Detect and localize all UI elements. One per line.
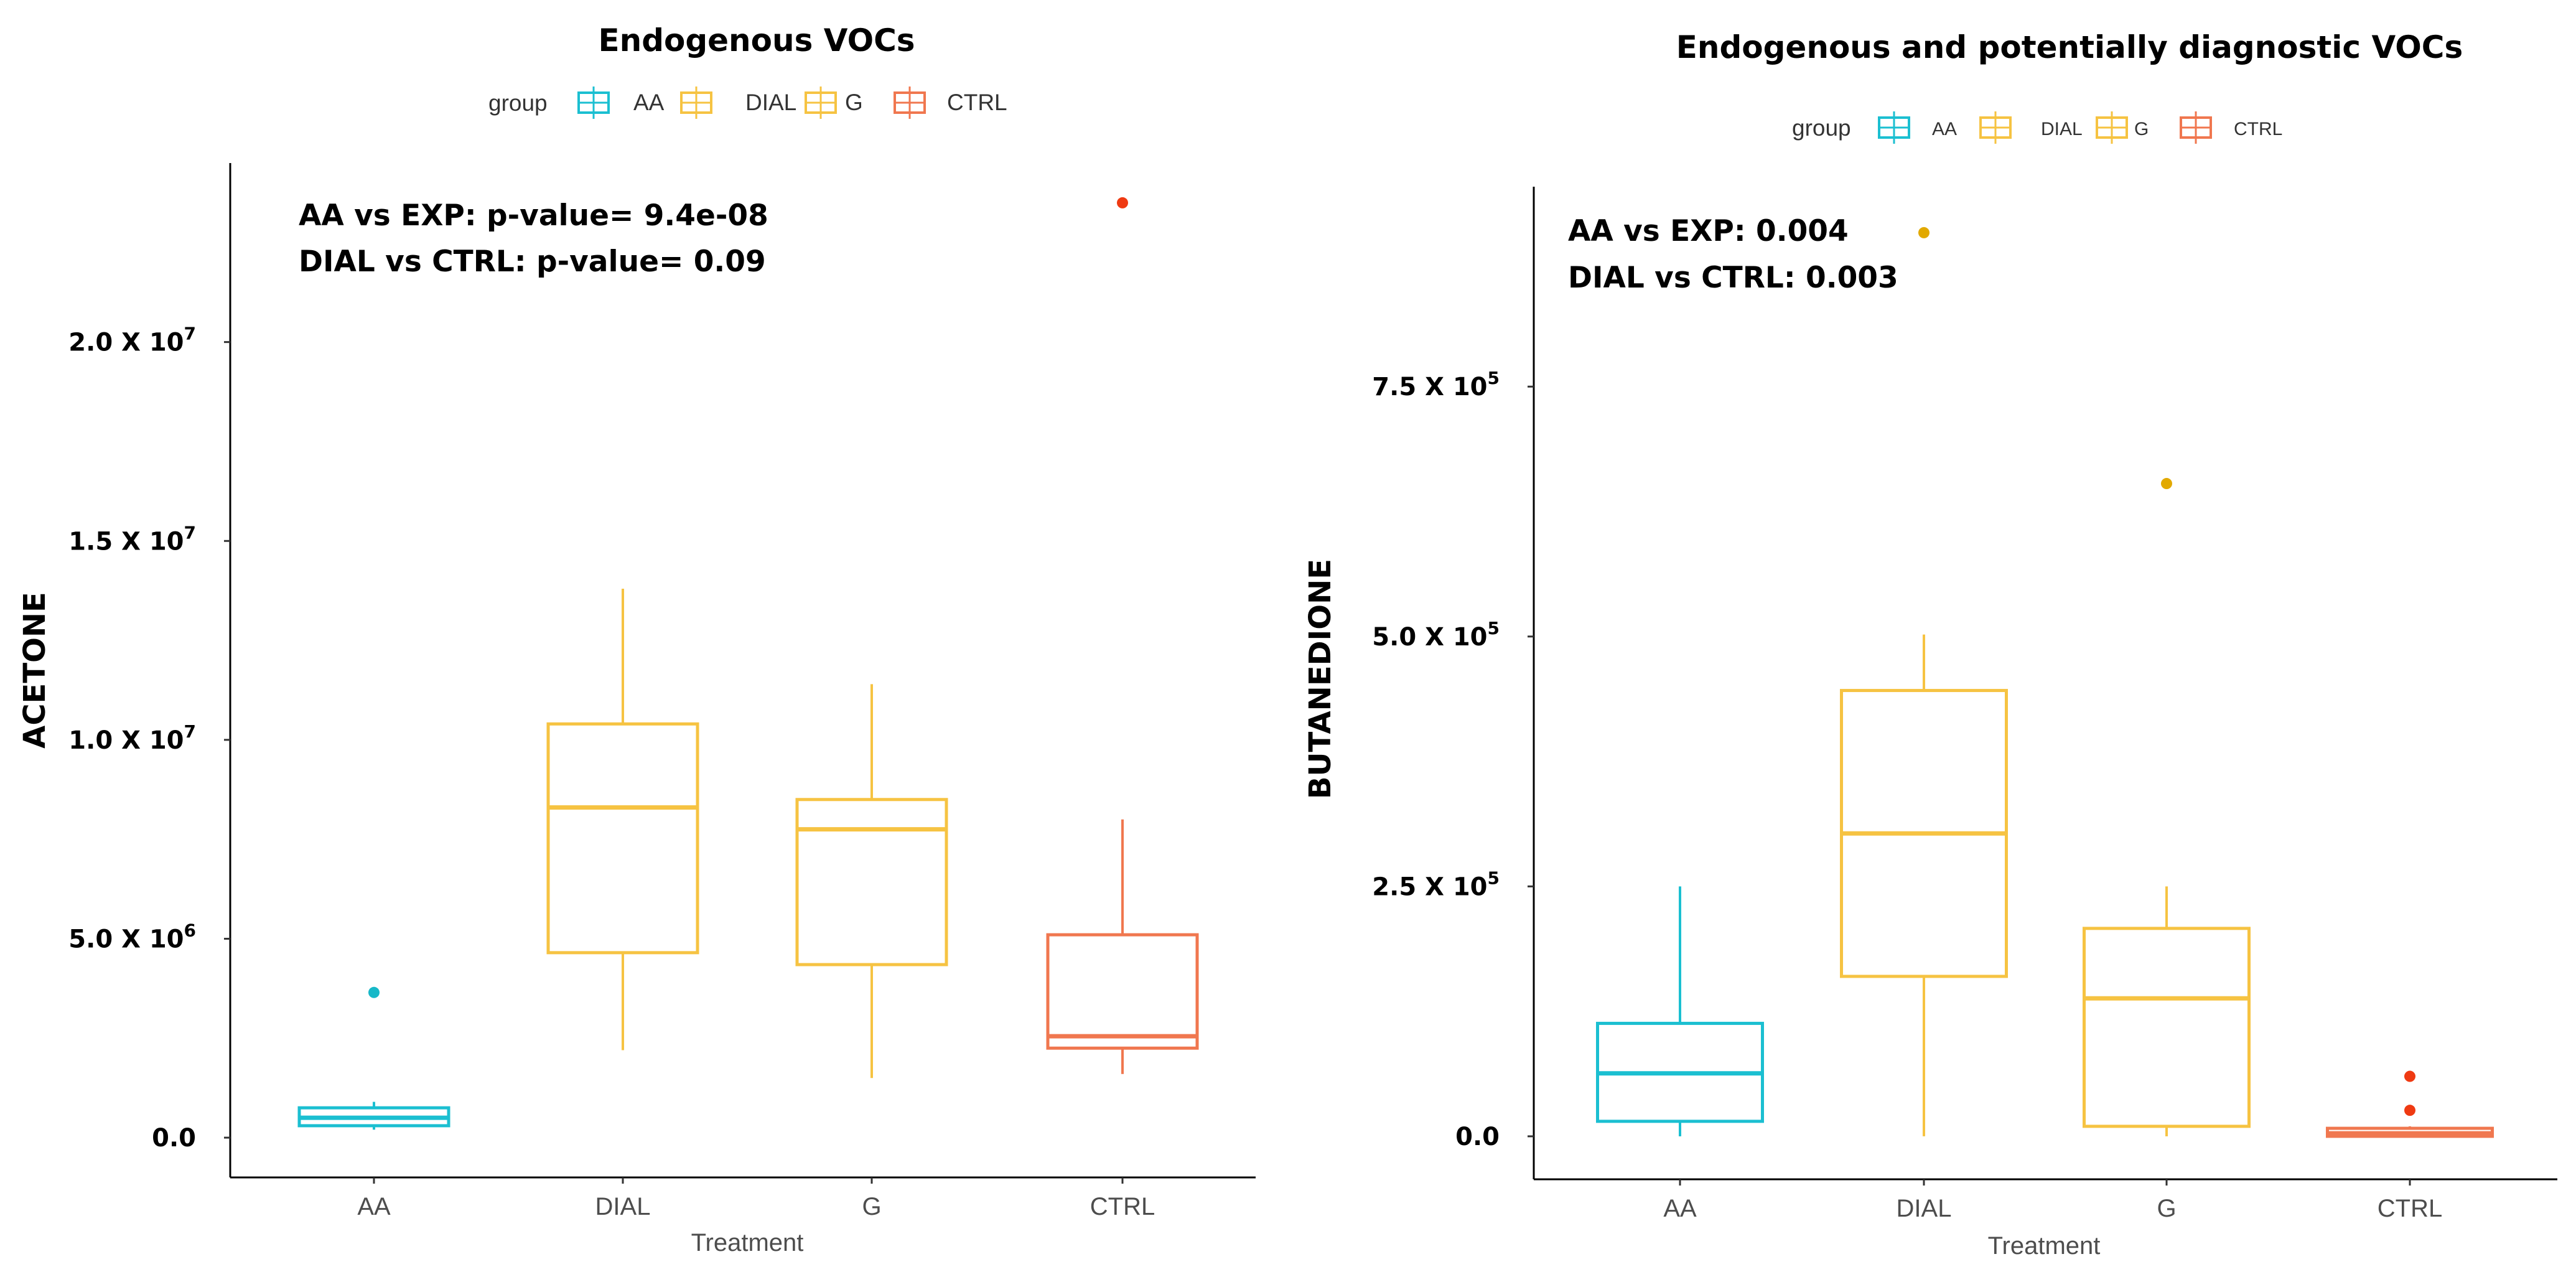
right-panel: Endogenous and potentially diagnostic VO… — [1303, 29, 2557, 1260]
box-ctrl — [2326, 1070, 2494, 1138]
legend-label: AA — [633, 90, 665, 115]
outlier-point — [1117, 197, 1128, 208]
legend-label: CTRL — [2234, 119, 2282, 139]
iqr-box — [1046, 933, 1199, 1050]
boxes — [297, 197, 1199, 1130]
y-tick-label: 7.5 X 105 — [1372, 368, 1500, 401]
box-ctrl — [1046, 197, 1199, 1074]
legend-label: CTRL — [947, 90, 1007, 115]
legend-item-ctrl: CTRL — [2180, 111, 2282, 144]
legend-item-aa: AA — [577, 87, 665, 119]
y-tick-label: 1.5 X 107 — [68, 522, 196, 556]
y-ticks: 0.0 2.5 X 105 5.0 X 105 7.5 X 105 — [1372, 368, 1534, 1151]
legend-label: G — [845, 90, 863, 115]
y-tick-label: 0.0 — [152, 1124, 196, 1153]
legend-item-aa: AA — [1878, 111, 1957, 144]
boxes — [1596, 227, 2494, 1138]
y-axis-label: BUTANEDIONE — [1303, 559, 1338, 799]
annotation-2: DIAL vs CTRL: p-value= 0.09 — [299, 245, 766, 279]
box-aa — [1596, 886, 1764, 1136]
legend: group AA DIAL G CTRL — [1792, 111, 2282, 144]
box-dial — [1840, 227, 2008, 1136]
outlier-point — [2404, 1070, 2415, 1082]
x-axis-label: Treatment — [1988, 1232, 2101, 1260]
y-tick-label: 5.0 X 105 — [1372, 618, 1500, 652]
outlier-point — [1918, 227, 1930, 238]
legend-item-ctrl: CTRL — [894, 87, 1007, 119]
legend-title: group — [488, 90, 548, 116]
legend-title: group — [1792, 115, 1851, 141]
x-tick-label: CTRL — [2378, 1195, 2442, 1222]
iqr-box — [2083, 927, 2251, 1128]
x-tick-label: G — [2157, 1195, 2176, 1222]
y-tick-label: 5.0 X 106 — [68, 920, 196, 953]
y-tick-label: 2.5 X 105 — [1372, 868, 1500, 901]
annotation-1: AA vs EXP: 0.004 — [1568, 214, 1849, 248]
x-axis-label: Treatment — [691, 1229, 804, 1256]
iqr-box — [546, 722, 699, 955]
box-aa — [297, 986, 450, 1130]
box-g — [795, 684, 948, 1078]
legend-label: G — [2134, 119, 2149, 139]
y-ticks: 0.0 5.0 X 106 1.0 X 107 1.5 X 107 2.0 X 107 — [68, 324, 230, 1153]
x-tick-label: G — [862, 1193, 881, 1220]
y-axis-label: ACETONE — [17, 592, 52, 749]
legend-label: DIAL — [745, 90, 796, 115]
box-g — [2083, 478, 2251, 1136]
annotation-1: AA vs EXP: p-value= 9.4e-08 — [299, 199, 768, 233]
x-tick-label: AA — [357, 1193, 391, 1220]
iqr-box — [795, 798, 948, 966]
y-tick-label: 1.0 X 107 — [68, 721, 196, 755]
legend-label: AA — [1932, 119, 1957, 139]
x-tick-label: DIAL — [1897, 1195, 1952, 1222]
y-tick-label: 2.0 X 107 — [68, 324, 196, 357]
box-dial — [546, 588, 699, 1050]
left-panel: Endogenous VOCs group AA DIAL G CTRL 0.0 5.0… — [17, 22, 1256, 1256]
legend-item-g: G — [805, 87, 863, 119]
y-tick-label: 0.0 — [1455, 1123, 1500, 1151]
outlier-point — [2404, 1105, 2415, 1116]
legend: group AA DIAL G CTRL — [488, 87, 1007, 119]
annotation-2: DIAL vs CTRL: 0.003 — [1568, 261, 1898, 295]
x-tick-label: AA — [1663, 1195, 1697, 1222]
legend-label: DIAL — [2041, 119, 2083, 139]
x-ticks: AA DIAL G CTRL — [357, 1177, 1155, 1220]
legend-item-dial: DIAL — [1979, 111, 2083, 144]
x-ticks: AA DIAL G CTRL — [1663, 1179, 2442, 1222]
outlier-point — [2161, 478, 2172, 490]
chart-title: Endogenous and potentially diagnostic VO… — [1676, 29, 2463, 65]
x-tick-label: DIAL — [595, 1193, 651, 1220]
x-tick-label: CTRL — [1090, 1193, 1155, 1220]
chart-title: Endogenous VOCs — [598, 22, 915, 58]
legend-item-g: G — [2096, 111, 2149, 144]
legend-item-dial: DIAL — [680, 87, 796, 119]
outlier-point — [368, 986, 380, 998]
